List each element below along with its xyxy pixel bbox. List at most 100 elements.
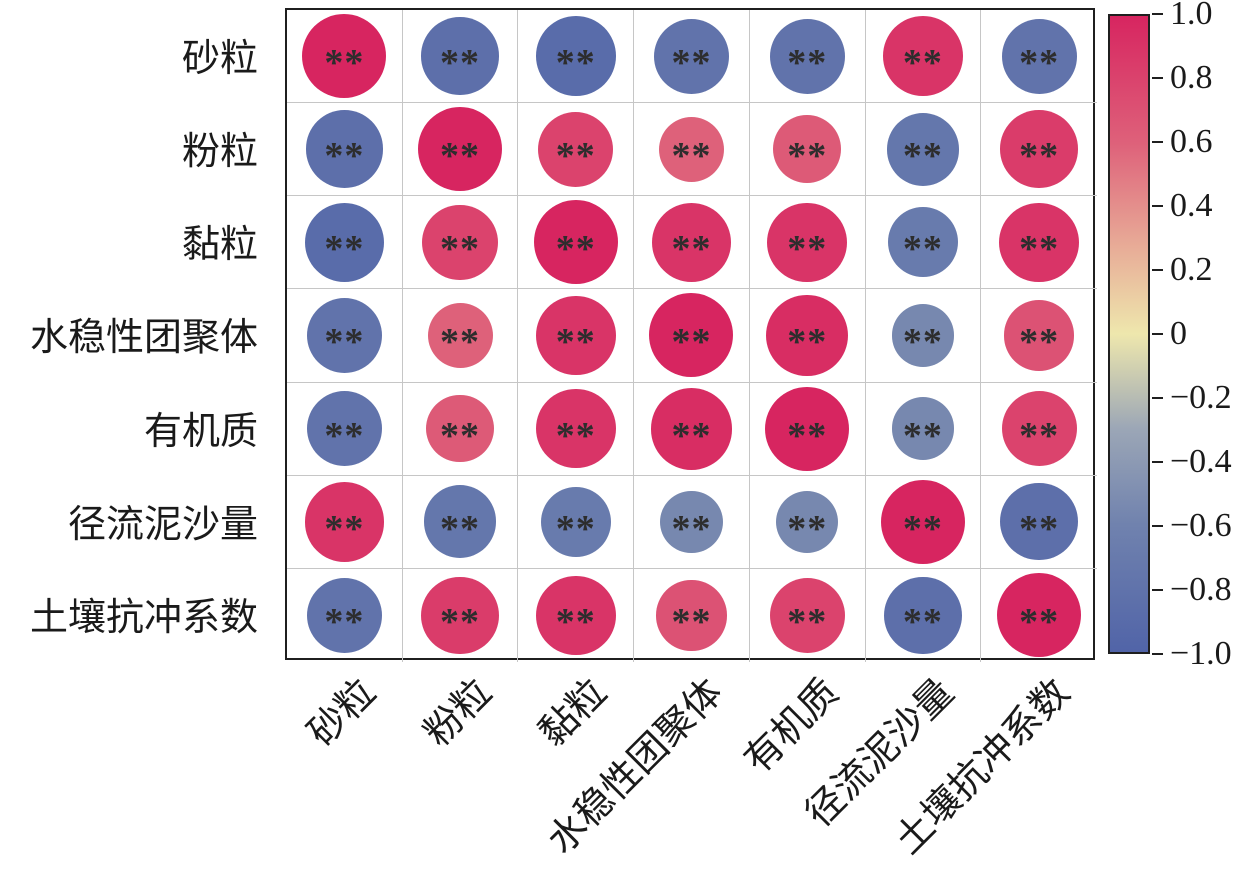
significance-stars: ** (671, 414, 712, 457)
significance-stars: ** (555, 41, 596, 84)
significance-stars: ** (902, 321, 943, 364)
significance-stars: ** (440, 135, 481, 178)
correlation-circle: ** (305, 110, 384, 188)
colorbar-tick (1152, 76, 1163, 80)
significance-stars: ** (671, 321, 712, 364)
colorbar-tick (1152, 460, 1163, 464)
correlation-circle: ** (535, 295, 616, 376)
correlation-circle: ** (538, 111, 614, 187)
correlation-circle: ** (304, 481, 385, 562)
matrix-cell: ** (749, 103, 866, 197)
correlation-circle: ** (773, 115, 842, 184)
colorbar-tick (1152, 524, 1163, 528)
significance-stars: ** (787, 135, 828, 178)
significance-stars: ** (787, 507, 828, 550)
significance-stars: ** (671, 507, 712, 550)
matrix-cell: ** (402, 382, 519, 476)
matrix-cell: ** (749, 475, 866, 569)
correlation-circle: ** (766, 294, 849, 377)
colorbar-tick (1152, 204, 1163, 208)
significance-stars: ** (324, 507, 365, 550)
matrix-cell: ** (518, 289, 635, 383)
correlation-circle: ** (306, 297, 382, 374)
matrix-cell: ** (865, 196, 982, 290)
significance-stars: ** (902, 135, 943, 178)
significance-stars: ** (440, 321, 481, 364)
matrix-cell: ** (287, 475, 403, 569)
matrix-cell: ** (402, 475, 519, 569)
matrix-cell: ** (402, 103, 519, 197)
colorbar-tick-label: 1.0 (1170, 0, 1213, 32)
significance-stars: ** (902, 414, 943, 457)
matrix-cell: ** (634, 196, 750, 290)
correlation-circle: ** (658, 116, 725, 182)
correlation-circle: ** (880, 479, 965, 564)
correlation-circle: ** (418, 107, 503, 192)
significance-stars: ** (324, 414, 365, 457)
significance-stars: ** (440, 41, 481, 84)
significance-stars: ** (902, 228, 943, 271)
colorbar-tick-label: 0 (1170, 315, 1187, 352)
matrix-cell: ** (750, 568, 866, 662)
colorbar-tick-label: −0.2 (1170, 379, 1232, 416)
colorbar-tick (1152, 268, 1163, 272)
correlation-circle: ** (767, 202, 848, 283)
matrix-cell: ** (981, 569, 1097, 662)
correlation-circle: ** (422, 204, 498, 280)
correlation-circle: ** (427, 302, 493, 369)
correlation-circle: ** (769, 18, 845, 94)
significance-stars: ** (902, 507, 943, 550)
y-axis-label: 黏粒 (181, 224, 258, 267)
matrix-cell: ** (402, 10, 519, 104)
matrix-cell: ** (287, 289, 403, 383)
colorbar-tick-label: 0.4 (1170, 187, 1213, 224)
correlation-circle: ** (535, 388, 616, 469)
matrix-cell: ** (634, 10, 750, 104)
correlation-circle: ** (423, 485, 497, 559)
matrix-cell: ** (634, 475, 750, 569)
correlation-circle: ** (306, 577, 382, 653)
significance-stars: ** (324, 228, 365, 271)
correlation-circle: ** (891, 397, 955, 460)
significance-stars: ** (787, 321, 828, 364)
significance-stars: ** (787, 41, 828, 84)
significance-stars: ** (440, 414, 481, 457)
colorbar-tick (1152, 12, 1163, 16)
significance-stars: ** (1019, 414, 1060, 457)
significance-stars: ** (440, 601, 481, 644)
correlation-circle: ** (421, 576, 499, 655)
correlation-circle: ** (426, 394, 494, 463)
correlation-circle: ** (999, 202, 1079, 283)
significance-stars: ** (787, 601, 828, 644)
significance-stars: ** (555, 321, 596, 364)
correlation-circle: ** (1000, 110, 1078, 188)
colorbar-tick-label: −1.0 (1170, 635, 1232, 672)
matrix-cell: ** (865, 10, 982, 104)
y-axis-label: 砂粒 (181, 38, 258, 81)
significance-stars: ** (671, 41, 712, 84)
matrix-cell: ** (865, 382, 982, 476)
matrix-cell: ** (981, 103, 1097, 197)
significance-stars: ** (440, 507, 481, 550)
significance-stars: ** (555, 507, 596, 550)
significance-stars: ** (324, 41, 365, 84)
matrix-cell: ** (518, 196, 635, 290)
matrix-grid: ** ** ** ** ** ** ** ** ** ** ** ** ** ** ** ** ** ** ** **… (285, 8, 1097, 662)
correlation-circle: ** (1004, 300, 1075, 371)
colorbar-tick (1152, 396, 1163, 400)
significance-stars: ** (902, 601, 943, 644)
matrix-cell: ** (749, 10, 866, 104)
correlation-circle: ** (533, 200, 618, 285)
correlation-circle: ** (656, 580, 727, 651)
correlation-circle: ** (651, 202, 732, 283)
matrix-cell: ** (981, 10, 1097, 104)
matrix-cell: ** (287, 103, 403, 197)
matrix-cell: ** (518, 103, 635, 197)
colorbar-tick (1152, 140, 1163, 144)
matrix-cell: ** (518, 10, 635, 104)
y-axis-label: 粉粒 (181, 131, 258, 174)
matrix-cell: ** (287, 568, 403, 662)
colorbar-tick (1152, 588, 1163, 592)
correlation-circle: ** (884, 576, 962, 655)
